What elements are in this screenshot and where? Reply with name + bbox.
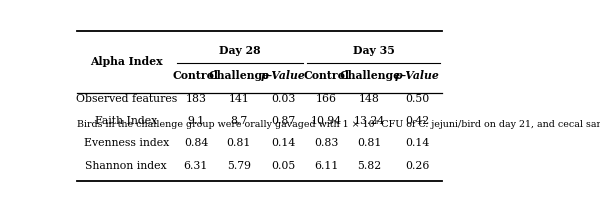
Text: 0.14: 0.14 (405, 138, 430, 148)
Text: 0.26: 0.26 (405, 161, 430, 171)
Text: 0.42: 0.42 (405, 116, 430, 126)
Text: Control: Control (303, 70, 349, 81)
Text: Shannon index: Shannon index (85, 161, 167, 171)
Text: 5.82: 5.82 (358, 161, 382, 171)
Text: 0.81: 0.81 (227, 138, 251, 148)
Text: 13.24: 13.24 (354, 116, 385, 126)
Text: 148: 148 (359, 94, 380, 104)
Text: Evenness index: Evenness index (83, 138, 169, 148)
Text: p-Value: p-Value (261, 70, 305, 81)
Text: 0.50: 0.50 (405, 94, 430, 104)
Text: Challenge: Challenge (208, 70, 269, 81)
Text: Birds in the challenge group were orally gavaged with 1 × 10⁸ CFU of C. jejuni/b: Birds in the challenge group were orally… (77, 120, 600, 129)
Text: 0.84: 0.84 (184, 138, 208, 148)
Text: Day 28: Day 28 (219, 45, 261, 56)
Text: 183: 183 (185, 94, 206, 104)
Text: Day 35: Day 35 (353, 45, 395, 56)
Text: 6.31: 6.31 (184, 161, 208, 171)
Text: 9.1: 9.1 (187, 116, 205, 126)
Text: 0.03: 0.03 (271, 94, 295, 104)
Text: Challenge: Challenge (339, 70, 400, 81)
Text: Faith Index: Faith Index (95, 116, 157, 126)
Text: 0.81: 0.81 (358, 138, 382, 148)
Text: Control: Control (173, 70, 219, 81)
Text: 0.05: 0.05 (271, 161, 295, 171)
Text: Alpha Index: Alpha Index (90, 56, 163, 67)
Text: 0.83: 0.83 (314, 138, 338, 148)
Text: 5.79: 5.79 (227, 161, 251, 171)
Text: Observed features: Observed features (76, 94, 177, 104)
Text: p-Value: p-Value (395, 70, 440, 81)
Text: 0.14: 0.14 (271, 138, 295, 148)
Text: 0.87: 0.87 (271, 116, 295, 126)
Text: 6.11: 6.11 (314, 161, 338, 171)
Text: 8.7: 8.7 (230, 116, 248, 126)
Text: 166: 166 (316, 94, 337, 104)
Text: 141: 141 (229, 94, 250, 104)
Text: 10.94: 10.94 (311, 116, 341, 126)
